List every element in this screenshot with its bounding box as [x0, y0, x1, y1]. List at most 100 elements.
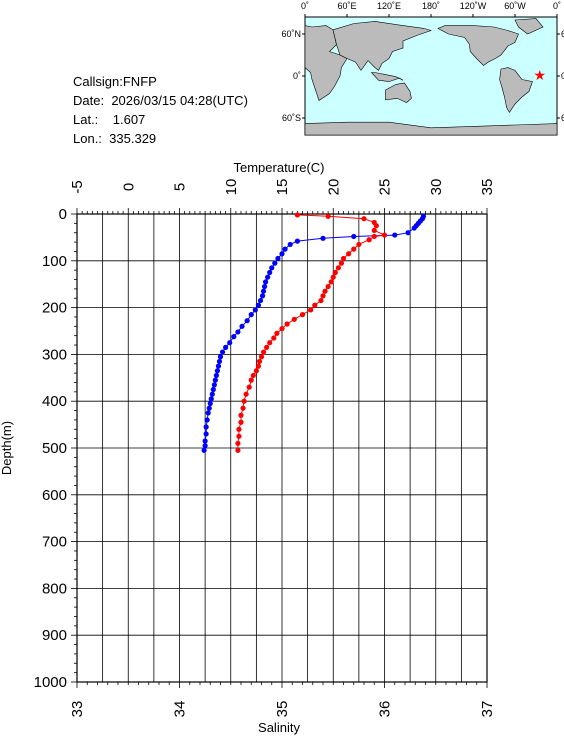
salinity-line [237, 214, 387, 451]
temperature-point [282, 246, 288, 252]
salinity-tick-label: 34 [172, 701, 189, 718]
temperature-point [231, 334, 237, 340]
salinity-point [235, 440, 241, 446]
salinity-point [274, 330, 280, 336]
salinity-point [335, 265, 341, 271]
salinity-point [246, 384, 252, 390]
temperature-tick-label: 35 [479, 179, 496, 196]
depth-tick-label: 100 [42, 253, 67, 270]
temperature-point [261, 283, 268, 290]
temperature-point [203, 431, 209, 437]
salinity-point [238, 419, 244, 425]
salinity-point [328, 279, 334, 285]
lat-label: Lat.: [73, 112, 99, 127]
map-land [304, 18, 558, 136]
temperature-tick-labels: -5 0 5 10 15 20 25 30 35 [69, 179, 496, 196]
minor-ticks [71, 208, 488, 688]
salinity-point [284, 321, 290, 327]
depth-tick-label: 0 [59, 206, 67, 223]
temperature-tick-label: 10 [223, 179, 240, 196]
landmass [370, 72, 404, 82]
temperature-point [214, 368, 221, 374]
temperature-point [215, 363, 222, 369]
salinity-point [238, 412, 244, 418]
temperature-point [206, 405, 212, 411]
lat-line: Lat.: 1.607 [73, 110, 248, 129]
salinity-point [340, 255, 347, 262]
landmass [499, 67, 533, 113]
temperature-point [223, 344, 229, 350]
temperature-point [213, 372, 219, 379]
temperature-point [204, 417, 210, 423]
temperature-point [244, 318, 250, 324]
depth-axis-title: Depth(m) [0, 421, 14, 475]
map-lat-label-left: 60˚N [281, 29, 301, 39]
temperature-point [287, 241, 293, 248]
temperature-point [259, 293, 266, 299]
salinity-tick-labels: 33 34 35 36 37 [69, 701, 496, 718]
salinity-point [256, 358, 263, 365]
depth-tick-label: 200 [42, 300, 67, 317]
salinity-point [332, 269, 338, 276]
temperature-point [202, 443, 208, 449]
temperature-point [265, 274, 271, 280]
station-info: Callsign:FNFP Date: 2026/03/15 04:28(UTC… [73, 72, 248, 148]
temperature-point [235, 329, 241, 335]
temperature-point [216, 358, 223, 365]
callsign-value: FNFP [122, 74, 157, 89]
salinity-tick-label: 36 [377, 701, 394, 718]
salinity-point [366, 237, 372, 243]
depth-tick-label: 400 [42, 393, 67, 410]
temperature-point [208, 396, 214, 402]
salinity-point [294, 212, 300, 218]
salinity-point [255, 363, 262, 369]
salinity-point [241, 398, 247, 404]
salinity-point [267, 340, 273, 346]
salinity-point [291, 316, 297, 322]
map-lon-label: 0˚ [553, 1, 561, 11]
salinity-point [253, 368, 259, 374]
temperature-point [252, 307, 258, 313]
salinity-point [236, 426, 242, 432]
depth-tick-label: 500 [42, 440, 67, 457]
depth-tick-label: 1000 [34, 674, 67, 691]
callsign-line: Callsign:FNFP [73, 72, 248, 91]
salinity-point [373, 223, 379, 229]
temperature-tick-label: 25 [377, 179, 394, 196]
landmass [332, 21, 432, 71]
salinity-tick-label: 33 [69, 701, 86, 718]
temperature-point [227, 340, 233, 346]
salinity-point [312, 302, 318, 308]
temperature-point [202, 438, 208, 444]
temperature-point [263, 279, 269, 285]
temperature-point [205, 410, 211, 416]
temperature-point [267, 269, 273, 276]
station-star-icon: ★ [533, 67, 546, 83]
series [201, 212, 427, 453]
temperature-point [210, 386, 216, 393]
landmass [514, 18, 544, 35]
salinity-point [260, 349, 267, 355]
depth-tick-label: 700 [42, 534, 67, 551]
salinity-point [381, 232, 388, 238]
callsign-label: Callsign: [73, 74, 123, 89]
depth-tick-label: 600 [42, 487, 67, 504]
salinity-point [271, 335, 277, 341]
depth-tick-label: 800 [42, 580, 67, 597]
lon-line: Lon.: 335.329 [73, 129, 248, 148]
salinity-point [346, 251, 352, 257]
salinity-point [371, 233, 377, 240]
temperature-point [320, 235, 326, 241]
salinity-point [351, 246, 357, 252]
salinity-point [356, 241, 362, 248]
depth-tick-label: 300 [42, 346, 67, 363]
salinity-point [361, 216, 367, 222]
temperature-point [212, 377, 218, 383]
temperature-point [405, 230, 411, 236]
temperature-point [272, 260, 278, 266]
salinity-axis-title: Salinity [258, 720, 300, 735]
temperature-point [217, 354, 224, 360]
temperature-point [351, 233, 357, 240]
lon-value: 335.329 [109, 131, 157, 146]
temperature-point [239, 323, 245, 329]
